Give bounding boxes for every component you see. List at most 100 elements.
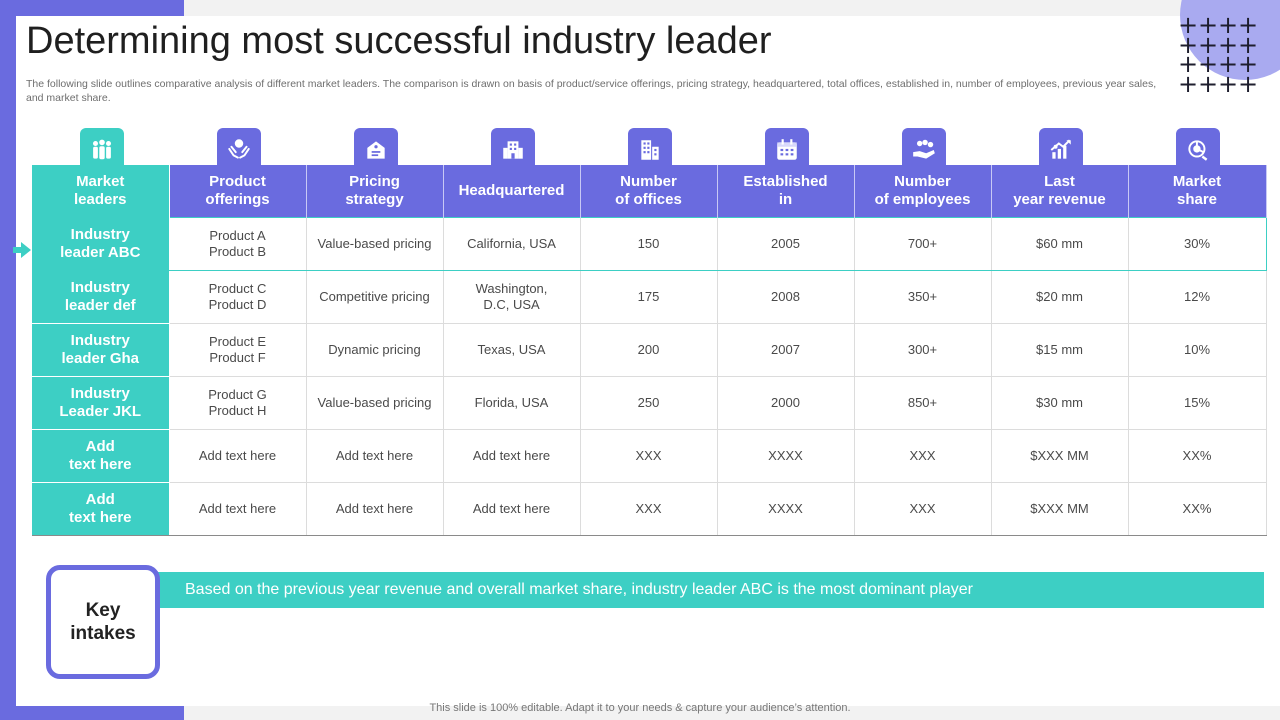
plus-glyph: + [1198, 50, 1219, 78]
table-cell: $XXX MM [991, 482, 1129, 536]
table-cell: $60 mm [991, 217, 1129, 271]
plus-glyph: + [1198, 11, 1219, 39]
row-header-cell: Industry leader def [32, 270, 170, 324]
table-cell: Texas, USA [443, 323, 581, 377]
column-header: Market leaders [32, 165, 170, 218]
table-cell: Product G Product H [169, 376, 307, 430]
table-cell: $15 mm [991, 323, 1129, 377]
growth-chart-icon [1039, 128, 1083, 172]
table-cell: Dynamic pricing [306, 323, 444, 377]
table-cell: 700+ [854, 217, 992, 271]
plus-glyph: + [1238, 69, 1259, 98]
table-cell: 175 [580, 270, 718, 324]
table-cell: 10% [1128, 323, 1267, 377]
people-group-icon [80, 128, 124, 172]
calendar-icon [765, 128, 809, 172]
column-header: Number of offices [580, 165, 718, 218]
table-cell: Product E Product F [169, 323, 307, 377]
table-cell: 2005 [717, 217, 855, 271]
table-cell: XXX [854, 482, 992, 536]
plus-glyph: + [1218, 50, 1239, 78]
plus-pattern-decor: + + + + + + + + + + + + + + + + [1178, 11, 1259, 98]
column-header: Product offerings [169, 165, 307, 218]
footer-note: This slide is 100% editable. Adapt it to… [429, 702, 851, 714]
column-header: Pricing strategy [306, 165, 444, 218]
row-header-cell: Industry leader Gha [32, 323, 170, 377]
table-cell: Value-based pricing [306, 376, 444, 430]
column-header: Last year revenue [991, 165, 1129, 218]
table-cell: XX% [1128, 482, 1267, 536]
plus-glyph: + [1238, 11, 1259, 39]
plus-glyph: + [1218, 30, 1239, 59]
table-row: Industry leader Gha Product E Product F … [32, 323, 1267, 377]
table-cell: 350+ [854, 270, 992, 324]
table-cell: Value-based pricing [306, 217, 444, 271]
hand-coins-icon [902, 128, 946, 172]
table-row: Add text here Add text here Add text her… [32, 482, 1267, 536]
table-row: Industry Leader JKL Product G Product H … [32, 376, 1267, 430]
comparison-table: Market leaders Product offerings Pricing… [32, 165, 1267, 536]
page-title: Determining most successful industry lea… [26, 20, 772, 62]
table-cell: Competitive pricing [306, 270, 444, 324]
table-row: Industry leader ABC Product A Product B … [32, 217, 1267, 271]
price-tag-icon [354, 128, 398, 172]
row-header-cell: Add text here [32, 482, 170, 536]
table-cell: California, USA [443, 217, 581, 271]
row-header-cell: Add text here [32, 429, 170, 483]
table-row: Industry leader def Product C Product D … [32, 270, 1267, 324]
table-cell: $30 mm [991, 376, 1129, 430]
key-intakes-label: Key intakes [46, 565, 160, 679]
table-row: Add text here Add text here Add text her… [32, 429, 1267, 483]
table-cell: 150 [580, 217, 718, 271]
plus-glyph: + [1198, 30, 1219, 59]
key-intakes-text: Based on the previous year revenue and o… [150, 572, 1264, 608]
plus-glyph: + [1178, 11, 1199, 39]
table-cell: Add text here [306, 429, 444, 483]
table-cell: Add text here [169, 429, 307, 483]
column-header: Number of employees [854, 165, 992, 218]
table-cell: 30% [1128, 217, 1267, 271]
table-cell: Florida, USA [443, 376, 581, 430]
page-subtitle: The following slide outlines comparative… [26, 78, 1157, 104]
table-cell: XXX [580, 429, 718, 483]
pie-share-icon [1176, 128, 1220, 172]
table-cell: XXX [854, 429, 992, 483]
table-cell: 200 [580, 323, 718, 377]
table-cell: XXX [580, 482, 718, 536]
table-cell: 2007 [717, 323, 855, 377]
table-cell: 12% [1128, 270, 1267, 324]
hands-offering-icon [217, 128, 261, 172]
row-header-cell: Industry leader ABC [32, 217, 170, 271]
plus-glyph: + [1178, 50, 1199, 78]
plus-glyph: + [1238, 30, 1259, 59]
table-cell: Product A Product B [169, 217, 307, 271]
plus-glyph: + [1218, 69, 1239, 98]
plus-glyph: + [1218, 11, 1239, 39]
table-cell: XXXX [717, 429, 855, 483]
table-cell: $XXX MM [991, 429, 1129, 483]
table-cell: Product C Product D [169, 270, 307, 324]
table-cell: Add text here [306, 482, 444, 536]
office-building-icon [491, 128, 535, 172]
plus-glyph: + [1178, 69, 1199, 98]
column-header: Market share [1128, 165, 1267, 218]
plus-glyph: + [1238, 50, 1259, 78]
row-pointer-arrow-icon [13, 242, 31, 258]
table-cell: Washington, D.C, USA [443, 270, 581, 324]
plus-glyph: + [1178, 30, 1199, 59]
row-header-cell: Industry Leader JKL [32, 376, 170, 430]
table-cell: 15% [1128, 376, 1267, 430]
city-buildings-icon [628, 128, 672, 172]
table-cell: $20 mm [991, 270, 1129, 324]
column-header: Headquartered [443, 165, 581, 218]
table-cell: 300+ [854, 323, 992, 377]
table-cell: Add text here [443, 482, 581, 536]
column-header: Established in [717, 165, 855, 218]
plus-glyph: + [1198, 69, 1219, 98]
table-cell: 850+ [854, 376, 992, 430]
table-header-row: Market leaders Product offerings Pricing… [32, 165, 1267, 218]
table-cell: XX% [1128, 429, 1267, 483]
table-cell: 2000 [717, 376, 855, 430]
table-cell: Add text here [443, 429, 581, 483]
table-cell: 250 [580, 376, 718, 430]
